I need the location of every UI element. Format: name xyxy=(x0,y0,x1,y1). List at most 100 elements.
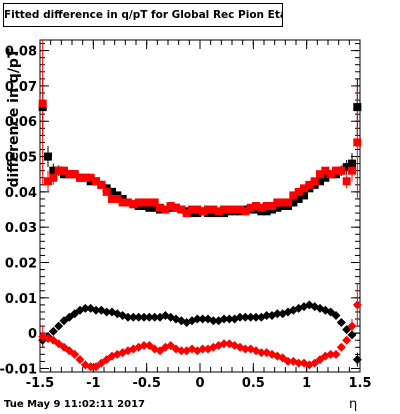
data-point-square xyxy=(342,163,351,172)
data-point-diamond xyxy=(352,355,362,365)
data-point-square xyxy=(353,103,362,112)
data-point-square xyxy=(108,194,116,203)
data-point-diamond xyxy=(262,310,272,320)
data-point-diamond xyxy=(198,344,208,354)
x-tick-label: 0.5 xyxy=(242,376,265,391)
data-point-diamond xyxy=(75,355,85,365)
y-tick-label: 0.08 xyxy=(5,45,37,60)
data-point-square xyxy=(209,205,218,214)
data-point-diamond xyxy=(283,356,293,366)
data-point-square xyxy=(140,198,148,207)
data-point-square xyxy=(257,203,266,212)
data-point-diamond xyxy=(240,312,250,322)
data-point-square xyxy=(150,203,159,212)
data-point-diamond xyxy=(251,312,261,322)
data-point-diamond xyxy=(54,321,64,331)
data-point-square xyxy=(348,159,356,168)
data-point-diamond xyxy=(219,339,229,349)
data-point-diamond xyxy=(331,349,341,359)
y-tick-label: 0.02 xyxy=(5,257,37,272)
data-point-diamond xyxy=(80,303,90,313)
data-point-square xyxy=(60,166,68,175)
data-point-square xyxy=(70,170,79,179)
data-point-square xyxy=(294,194,303,203)
data-point-diamond xyxy=(123,312,133,322)
data-point-square xyxy=(118,198,127,207)
x-tick-label: 1 xyxy=(302,376,311,391)
data-point-square xyxy=(198,207,207,216)
data-point-diamond xyxy=(208,316,218,326)
data-point-square xyxy=(49,173,58,182)
data-point-square xyxy=(145,198,154,207)
data-point-diamond xyxy=(192,314,202,324)
y-tick-label: 0.05 xyxy=(5,151,37,166)
data-point-square xyxy=(342,177,351,186)
data-point-square xyxy=(38,99,47,108)
data-point-diamond xyxy=(336,342,346,352)
x-axis-label: η xyxy=(349,397,358,412)
data-point-square xyxy=(54,166,63,175)
data-point-diamond xyxy=(294,358,304,368)
y-tick-label: 0 xyxy=(28,327,37,342)
data-point-diamond xyxy=(352,300,362,310)
data-point-square xyxy=(182,209,191,218)
data-point-square xyxy=(166,202,175,210)
data-point-diamond xyxy=(342,335,352,345)
data-point-square xyxy=(92,177,100,186)
data-point-diamond xyxy=(70,349,80,359)
data-point-square xyxy=(214,207,223,216)
data-point-square xyxy=(145,203,154,212)
y-tick-label: 0.04 xyxy=(5,186,37,201)
data-point-diamond xyxy=(176,346,186,356)
data-point-diamond xyxy=(246,312,256,322)
data-point-square xyxy=(305,180,314,189)
y-tick-label: 0.01 xyxy=(5,292,37,307)
y-tick-label: 0.06 xyxy=(5,115,37,130)
data-point-square xyxy=(225,205,234,214)
data-point-square xyxy=(97,180,106,189)
data-point-square xyxy=(161,205,170,214)
data-point-square xyxy=(316,177,324,186)
data-point-square xyxy=(321,166,330,175)
data-point-square xyxy=(310,177,319,186)
data-point-square xyxy=(300,184,308,193)
data-point-square xyxy=(326,170,335,179)
data-point-square xyxy=(289,191,298,200)
data-point-diamond xyxy=(272,309,282,319)
data-point-square xyxy=(262,202,271,210)
data-point-square xyxy=(284,198,292,207)
data-point-diamond xyxy=(150,312,160,322)
data-point-diamond xyxy=(224,314,234,324)
data-point-diamond xyxy=(139,341,149,351)
data-point-square xyxy=(204,205,212,214)
data-point-square xyxy=(294,187,303,196)
data-point-diamond xyxy=(336,318,346,328)
data-point-square xyxy=(241,207,250,216)
data-point-square xyxy=(134,198,143,207)
timestamp: Tue May 9 11:02:11 2017 xyxy=(4,399,145,410)
data-point-square xyxy=(236,205,244,214)
data-point-square xyxy=(289,198,298,207)
data-point-diamond xyxy=(48,326,58,336)
data-point-square xyxy=(177,205,186,214)
data-point-square xyxy=(273,198,282,207)
data-point-square xyxy=(353,138,362,147)
x-tick-label: -1 xyxy=(86,376,100,391)
data-point-diamond xyxy=(347,330,357,340)
data-point-square xyxy=(348,166,356,175)
data-point-diamond xyxy=(347,321,357,331)
data-point-square xyxy=(188,205,196,214)
data-point-diamond xyxy=(102,307,112,317)
data-point-diamond xyxy=(128,312,138,322)
data-point-square xyxy=(278,198,287,207)
data-point-square xyxy=(108,187,116,196)
data-point-square xyxy=(102,187,111,196)
data-point-diamond xyxy=(144,312,154,322)
data-point-square xyxy=(337,166,346,175)
data-point-square xyxy=(321,173,330,182)
data-point-square xyxy=(150,198,159,207)
data-point-diamond xyxy=(134,312,144,322)
x-tick-label: 1.5 xyxy=(348,376,371,391)
data-point-square xyxy=(129,200,138,209)
